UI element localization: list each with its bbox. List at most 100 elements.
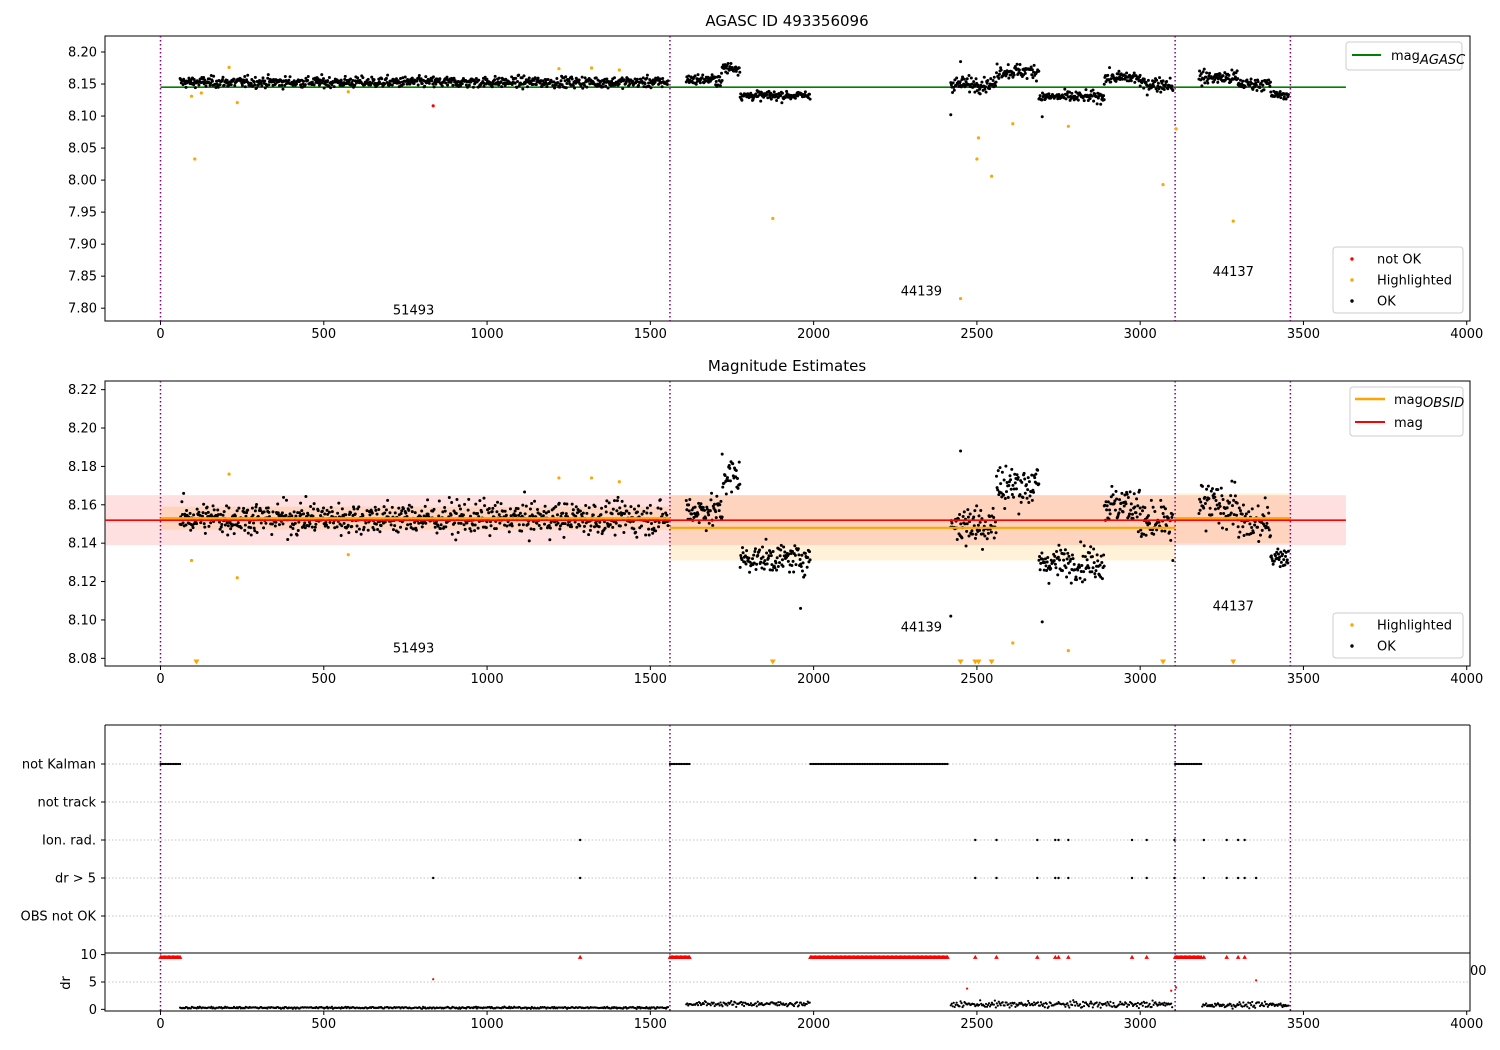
ok-point — [705, 507, 709, 511]
flag-point — [840, 762, 843, 766]
dr-point — [1246, 1005, 1249, 1008]
flag-point — [1191, 762, 1195, 766]
flag-point — [913, 762, 916, 766]
legend-label: OK — [1377, 640, 1396, 655]
ok-point — [721, 485, 725, 489]
flag-point — [869, 762, 872, 766]
y-tick-label: 8.20 — [68, 422, 97, 437]
ok-point — [1060, 93, 1064, 97]
ok-point — [193, 86, 197, 90]
ok-point — [1095, 553, 1099, 557]
dr-point — [1095, 1001, 1098, 1004]
dr-point — [778, 1004, 781, 1007]
dr-point — [1154, 1001, 1157, 1004]
ok-point — [585, 511, 589, 515]
x-tick-label: 3500 — [1287, 672, 1320, 687]
ok-point — [209, 521, 213, 525]
dr-point — [998, 1002, 1001, 1005]
ok-point — [995, 62, 999, 66]
ok-point — [1143, 506, 1147, 510]
flag-point — [686, 762, 690, 766]
ok-point — [350, 524, 354, 528]
ok-point — [535, 521, 539, 525]
ok-point — [1116, 72, 1120, 76]
ok-point — [237, 506, 241, 510]
off-scale-marker — [1230, 659, 1237, 665]
ok-point — [611, 525, 615, 529]
ok-point — [779, 543, 783, 547]
ok-point — [306, 78, 310, 82]
ok-point — [766, 96, 770, 100]
ok-point — [1263, 496, 1267, 500]
ok-point — [474, 502, 478, 506]
ok-point — [973, 536, 977, 540]
ok-point — [1232, 498, 1236, 502]
flag-point — [881, 762, 884, 766]
ok-point — [615, 499, 619, 503]
ok-point — [324, 520, 328, 524]
dr-point — [1008, 1006, 1011, 1009]
dr-point — [1231, 1007, 1234, 1010]
ok-point — [424, 75, 428, 79]
flag-point — [1145, 838, 1148, 842]
legend-box — [1332, 246, 1464, 314]
ok-point — [785, 89, 789, 93]
ok-point — [422, 514, 426, 518]
dr-point — [1144, 1005, 1147, 1008]
ok-point — [192, 513, 196, 517]
ok-point — [203, 531, 207, 535]
ok-point — [266, 506, 270, 510]
flag-point — [877, 762, 881, 766]
ok-point — [339, 78, 343, 82]
ok-point — [365, 509, 369, 513]
dr-point — [1064, 1005, 1067, 1008]
flag-point — [1057, 876, 1060, 880]
ok-point — [249, 82, 253, 86]
flag-point — [814, 762, 817, 766]
dr-point — [1104, 1002, 1107, 1005]
dr-point — [1237, 1003, 1240, 1007]
ok-point — [1110, 484, 1114, 488]
ok-point — [426, 512, 430, 516]
ok-point — [1038, 94, 1042, 98]
dr-point — [1247, 1001, 1250, 1004]
ok-point — [608, 523, 612, 527]
dr-point — [1089, 1000, 1092, 1003]
ok-point — [424, 521, 428, 525]
ok-point — [728, 479, 732, 483]
flag-point — [974, 838, 977, 842]
ok-point — [1218, 502, 1222, 506]
ok-point — [759, 560, 763, 564]
ok-point — [1212, 80, 1216, 84]
dr-point — [1010, 1004, 1013, 1007]
highlighted-point — [976, 136, 981, 140]
ok-point — [1029, 65, 1033, 69]
ok-point — [642, 509, 646, 513]
ok-point — [431, 75, 435, 79]
ok-point — [437, 514, 441, 518]
flag-point — [820, 762, 823, 766]
ok-point — [255, 531, 259, 535]
ok-point — [1138, 506, 1142, 510]
dr-point — [474, 1005, 478, 1008]
ok-point — [253, 83, 257, 87]
ok-point — [495, 510, 499, 514]
ok-point — [986, 78, 990, 82]
ok-point — [264, 521, 268, 525]
dr-point — [1088, 1002, 1091, 1005]
ok-point — [1027, 500, 1031, 504]
dr-overflow-marker — [1224, 954, 1230, 959]
ok-point — [656, 506, 660, 510]
ok-point — [496, 500, 500, 504]
dr-point — [1001, 1001, 1004, 1004]
ok-point — [980, 80, 984, 84]
ok-point — [538, 81, 542, 85]
ok-point — [294, 514, 298, 518]
ok-point — [1202, 506, 1206, 510]
ok-point — [1216, 488, 1220, 492]
ok-point — [399, 77, 403, 81]
flag-point — [825, 762, 828, 766]
ok-point — [1082, 570, 1086, 574]
dr-point — [1262, 1005, 1266, 1008]
ok-point — [464, 83, 468, 87]
